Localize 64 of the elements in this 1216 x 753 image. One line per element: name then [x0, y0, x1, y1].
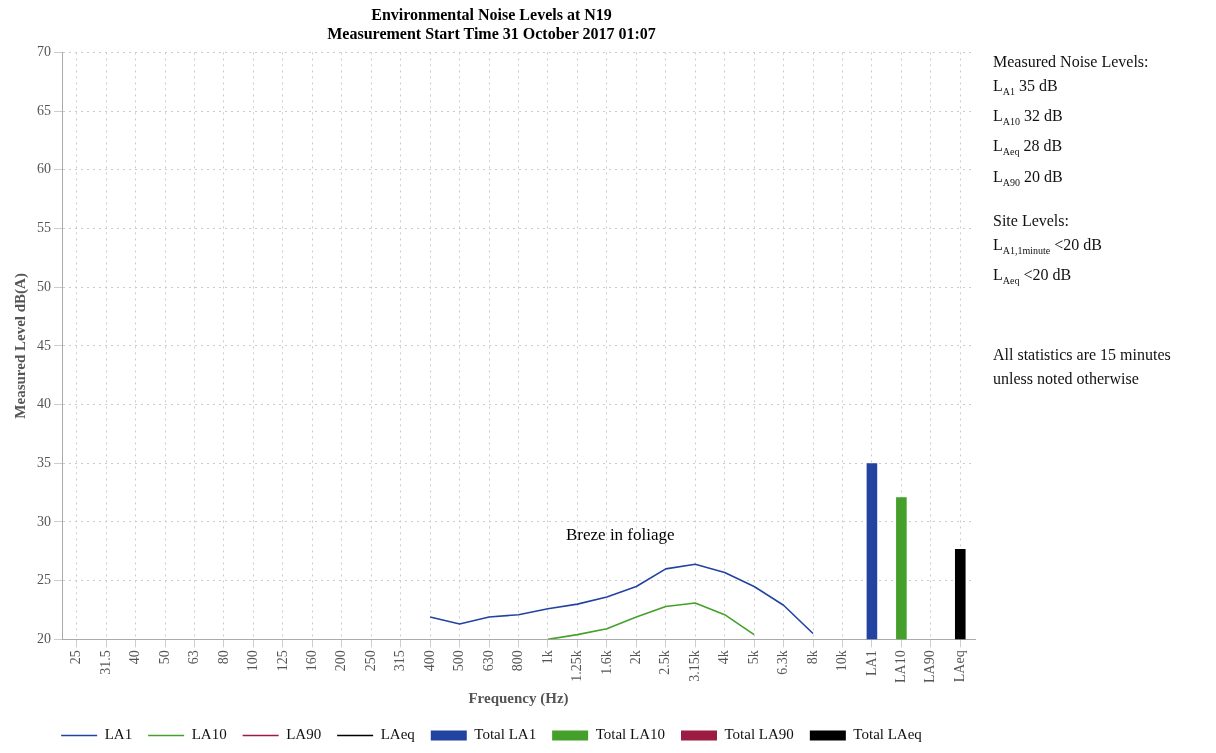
y-tick-label: 60 [37, 161, 51, 177]
x-tick-label: 800 [510, 650, 526, 672]
y-tick-label: 65 [37, 102, 51, 118]
text: L$_{A1}$ 35 dB [993, 76, 1059, 100]
y-tick-label: 45 [37, 337, 51, 353]
x-tick-label: 125 [274, 650, 290, 672]
annotation: Breze in foliage [566, 525, 675, 545]
text: L$_{A10}$ 32 dB [993, 106, 1064, 130]
x-tick-label: LAeq [951, 650, 967, 683]
x-tick-label: 630 [480, 650, 496, 672]
y-tick-label: 55 [37, 220, 51, 236]
x-tick-label: 50 [156, 650, 172, 665]
x-tick-label: 2k [627, 650, 643, 665]
x-axis-title: Frequency (Hz) [468, 689, 569, 707]
legend-label: Total LA10 [595, 726, 665, 743]
x-tick-label: LA10 [893, 650, 909, 684]
x-tick-label: 4k [716, 650, 732, 665]
x-tick-label: 31.5 [97, 650, 113, 675]
x-tick-label: 40 [127, 650, 143, 665]
x-tick-label: 10k [834, 650, 850, 672]
y-tick-label: 70 [37, 44, 51, 60]
legend-label: LA90 [286, 726, 322, 743]
text: All statistics are 15 minutes unless noted otherwise [993, 345, 1172, 390]
y-axis-title: Measured Level dB(A) [11, 273, 29, 419]
legend-label: Total LA1 [474, 726, 537, 743]
text: Site Levels: [993, 210, 1070, 231]
legend-label: LA1 [104, 726, 133, 743]
x-tick-label: 1k [539, 650, 555, 665]
x-tick-label: 200 [333, 650, 349, 672]
y-tick-label: 35 [37, 454, 51, 470]
x-tick-label: 8k [804, 650, 820, 665]
x-tick-label: 25 [68, 650, 84, 665]
y-tick-label: 50 [37, 278, 51, 294]
legend-label: Total LAeq [853, 726, 923, 743]
x-tick-label: 1.6k [598, 650, 614, 675]
legend-label: LAeq [380, 726, 416, 743]
x-tick-label: 80 [215, 650, 231, 665]
text: Measured Noise Levels: [993, 52, 1150, 72]
x-tick-label: LA90 [922, 650, 938, 684]
text: L$_{Aeq}$ 28 dB [993, 136, 1064, 160]
y-tick-label: 40 [37, 396, 51, 412]
x-tick-label: 63 [186, 650, 202, 665]
legend-label: LA10 [191, 726, 227, 743]
x-tick-label: 5k [745, 650, 761, 665]
y-tick-label: 30 [37, 513, 51, 529]
x-tick-label: 400 [421, 650, 437, 672]
x-tick-label: 160 [304, 650, 320, 672]
x-tick-label: LA1 [863, 650, 879, 677]
x-tick-label: 315 [392, 650, 408, 672]
text: L$_{A90}$ 20 dB [993, 166, 1064, 190]
chart-subtitle: Measurement Start Time 31 October 2017 01:07 [327, 24, 656, 42]
x-tick-label: 2.5k [657, 650, 673, 675]
chart-title: Environmental Noise Levels at N19 [371, 5, 612, 23]
x-tick-label: 6.3k [775, 650, 791, 675]
x-tick-label: 500 [451, 650, 467, 672]
x-tick-label: 1.25k [569, 650, 585, 682]
x-tick-label: 3.15k [686, 650, 702, 682]
text: L$_{A1,1minute}$ <20 dB [993, 234, 1103, 258]
x-tick-label: 100 [245, 650, 261, 672]
y-tick-label: 20 [37, 631, 51, 647]
y-tick-label: 25 [37, 572, 51, 588]
legend-label: Total LA90 [724, 726, 794, 743]
text: L$_{Aeq}$ <20 dB [993, 264, 1073, 289]
x-tick-label: 250 [362, 650, 378, 672]
